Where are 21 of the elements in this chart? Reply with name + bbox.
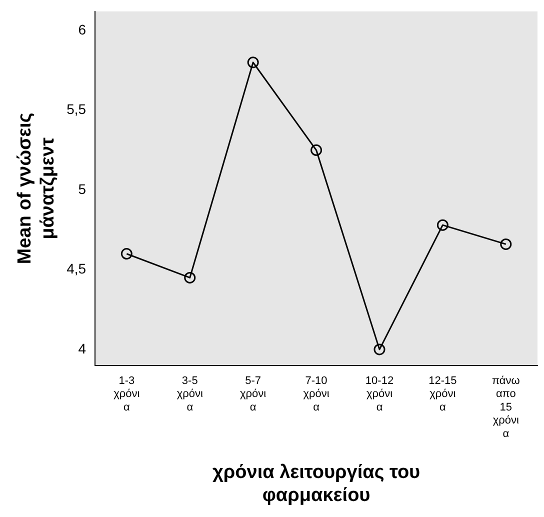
point (374, 344, 386, 356)
x-tick-label: 7-10 χρόνια (303, 375, 330, 414)
point (500, 238, 512, 250)
point (120, 248, 132, 260)
y-tick-label: 5 (78, 180, 86, 197)
x-tick-label: 1-3 χρόνια (114, 375, 140, 414)
x-tick-label: 3-5 χρόνια (176, 375, 204, 414)
point (310, 144, 322, 156)
x-tick-label: 5-7 χρόνια (240, 375, 267, 414)
point (436, 219, 448, 231)
y-tick-label: 4 (78, 340, 86, 356)
y-tick-label: 5,5 (66, 101, 86, 118)
y-tick-label: 6 (78, 21, 86, 38)
point (247, 56, 259, 68)
y-tick-label: 4,5 (66, 260, 86, 277)
x-tick-label: πάνω απο 15 χρόνια (492, 375, 520, 440)
y-axis-title: Mean of γνώσεις μάνατζμεντ (14, 112, 58, 264)
point (184, 272, 196, 284)
x-axis-title: χρόνια λειτουργίας του φαρμακείου (212, 462, 420, 506)
x-tick-label: 12-15 χρόνια (428, 375, 457, 414)
x-tick-label: 10-12 χρόνια (365, 375, 394, 414)
